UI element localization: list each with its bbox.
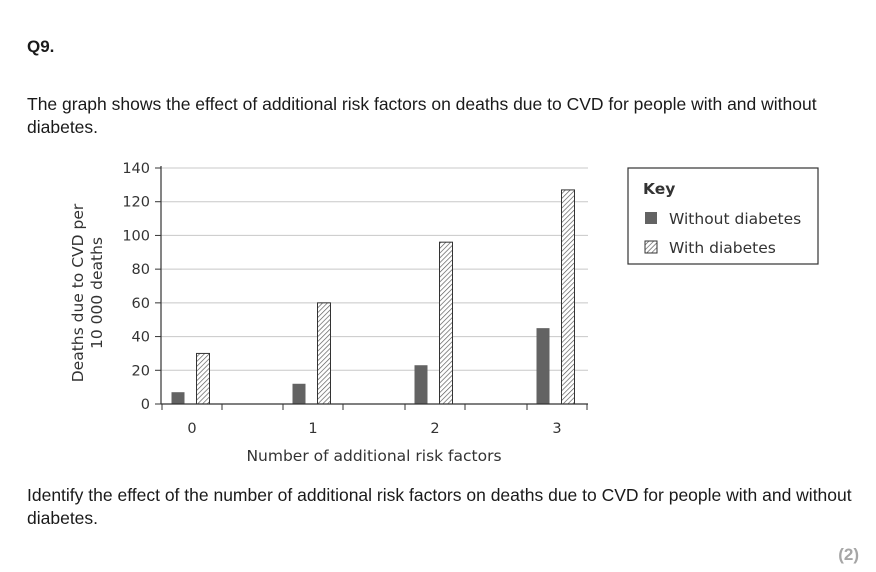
question-number: Q9. (27, 37, 55, 56)
y-tick-label: 40 (132, 330, 150, 346)
legend-box (627, 167, 819, 265)
y-tick-label: 140 (122, 161, 150, 177)
bar-without-diabetes (292, 383, 306, 404)
bar-with-diabetes (317, 302, 331, 405)
y-axis-title-line: Deaths due to CVD per (69, 203, 87, 382)
question-prompt: Identify the effect of the number of add… (27, 485, 852, 528)
legend-title: Key (643, 180, 675, 198)
y-tick-label: 60 (132, 296, 150, 312)
bar-with-diabetes (196, 352, 210, 405)
marks-label: (2) (838, 545, 859, 564)
bar-with-diabetes (439, 241, 453, 405)
question-intro: The graph shows the effect of additional… (27, 94, 817, 137)
x-axis-title: Number of additional risk factors (246, 447, 501, 465)
x-tick-label: 3 (552, 421, 561, 437)
legend-label: With diabetes (669, 239, 776, 257)
y-axis-title-line: 10 000 deaths (88, 237, 106, 349)
y-tick-label: 20 (132, 363, 150, 379)
x-tick-label: 0 (187, 421, 196, 437)
bar-without-diabetes (536, 328, 550, 404)
legend-swatch-without-diabetes (645, 212, 657, 224)
y-tick-label: 120 (122, 195, 150, 211)
legend-label: Without diabetes (669, 210, 801, 228)
bar-without-diabetes (414, 365, 428, 404)
bar-without-diabetes (171, 392, 185, 404)
cvd-bar-chart: 0 20 40 60 80 100 120 140 0 1 2 3 Number of addition… (69, 161, 819, 465)
bar-with-diabetes (561, 189, 575, 405)
y-tick-label: 100 (122, 228, 150, 244)
x-tick-label: 2 (430, 421, 439, 437)
y-tick-label: 0 (141, 397, 150, 413)
legend-swatch-with-diabetes (644, 240, 658, 254)
y-axis-title: Deaths due to CVD per10 000 deaths (69, 203, 106, 382)
x-tick-label: 1 (308, 421, 317, 437)
y-tick-label: 80 (132, 262, 150, 278)
